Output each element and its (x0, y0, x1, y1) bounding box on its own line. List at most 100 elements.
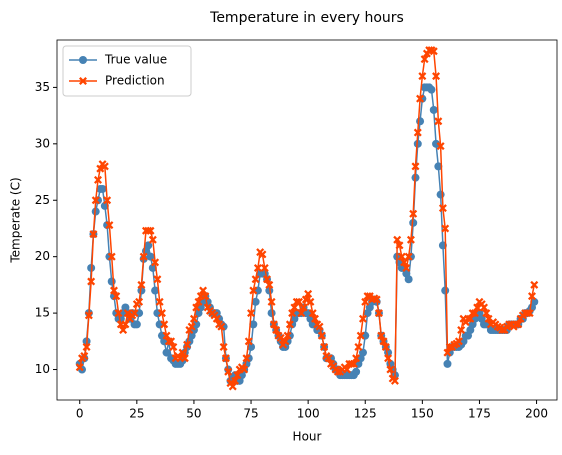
marker (372, 295, 381, 304)
marker (406, 235, 415, 244)
marker (432, 72, 441, 81)
marker (187, 322, 196, 331)
marker (224, 367, 233, 376)
marker (377, 331, 386, 340)
marker (427, 85, 436, 94)
marker (105, 221, 114, 230)
marker (530, 280, 539, 289)
marker (354, 342, 363, 351)
y-tick-label: 25 (35, 193, 50, 207)
marker (288, 309, 297, 318)
marker (404, 252, 413, 261)
marker (457, 326, 466, 335)
marker (192, 320, 201, 329)
marker (96, 164, 105, 173)
marker (260, 263, 269, 272)
marker (137, 280, 146, 289)
marker (249, 320, 258, 329)
marker (470, 309, 479, 318)
marker (454, 337, 463, 346)
marker (445, 342, 454, 351)
marker (397, 252, 406, 261)
marker (79, 56, 87, 64)
marker (416, 117, 425, 126)
marker (395, 241, 404, 250)
marker (352, 354, 361, 363)
marker (169, 342, 178, 351)
legend: True value Prediction (62, 45, 192, 97)
marker (251, 297, 260, 306)
marker (438, 204, 447, 213)
marker (123, 309, 132, 318)
marker (434, 117, 443, 126)
marker (324, 354, 333, 363)
plot-area (56, 39, 558, 401)
marker (167, 337, 176, 346)
y-axis-label: Temperate (C) (9, 177, 23, 263)
marker (281, 337, 290, 346)
marker (80, 351, 89, 360)
marker (384, 354, 393, 363)
x-axis-label: Hour (293, 430, 322, 444)
marker (306, 297, 315, 306)
marker (247, 342, 256, 351)
marker (530, 297, 539, 306)
x-tick-label: 125 (354, 407, 377, 421)
marker (413, 128, 422, 137)
marker (75, 363, 84, 372)
chart-title: Temperature in every hours (209, 10, 404, 26)
marker (199, 286, 208, 295)
marker (212, 314, 221, 323)
marker (420, 55, 429, 64)
marker (436, 142, 445, 151)
marker (523, 309, 532, 318)
marker (87, 277, 96, 286)
marker (253, 263, 262, 272)
marker (441, 286, 450, 295)
marker (379, 337, 388, 346)
marker (409, 209, 418, 218)
marker (434, 162, 443, 171)
marker (301, 295, 310, 304)
marker (297, 309, 306, 318)
marker (151, 258, 160, 267)
x-tick-label: 200 (525, 407, 548, 421)
marker (139, 252, 148, 261)
marker (160, 320, 169, 329)
marker (114, 309, 123, 318)
marker (429, 47, 438, 56)
marker (240, 365, 249, 374)
marker (135, 297, 144, 306)
marker (100, 162, 109, 171)
marker (151, 286, 160, 295)
marker (299, 303, 308, 312)
marker (219, 342, 228, 351)
marker (119, 326, 128, 335)
y-tick-label: 10 (35, 362, 50, 376)
marker (402, 263, 411, 272)
marker (514, 320, 523, 329)
marker (404, 275, 413, 284)
marker (285, 320, 294, 329)
y-tick-label: 30 (35, 136, 50, 150)
marker (189, 314, 198, 323)
marker (349, 359, 358, 368)
marker (103, 196, 112, 205)
marker (381, 342, 390, 351)
marker (231, 376, 240, 385)
y-tick-label: 20 (35, 249, 50, 263)
marker (267, 309, 276, 318)
legend-label: Prediction (105, 74, 165, 88)
marker (89, 230, 98, 239)
marker (356, 331, 365, 340)
marker (358, 314, 367, 323)
marker (112, 292, 121, 301)
marker (201, 292, 210, 301)
marker (84, 311, 93, 320)
marker (320, 342, 329, 351)
marker (80, 354, 89, 363)
marker (317, 331, 326, 340)
marker (413, 139, 422, 148)
marker (269, 320, 278, 329)
